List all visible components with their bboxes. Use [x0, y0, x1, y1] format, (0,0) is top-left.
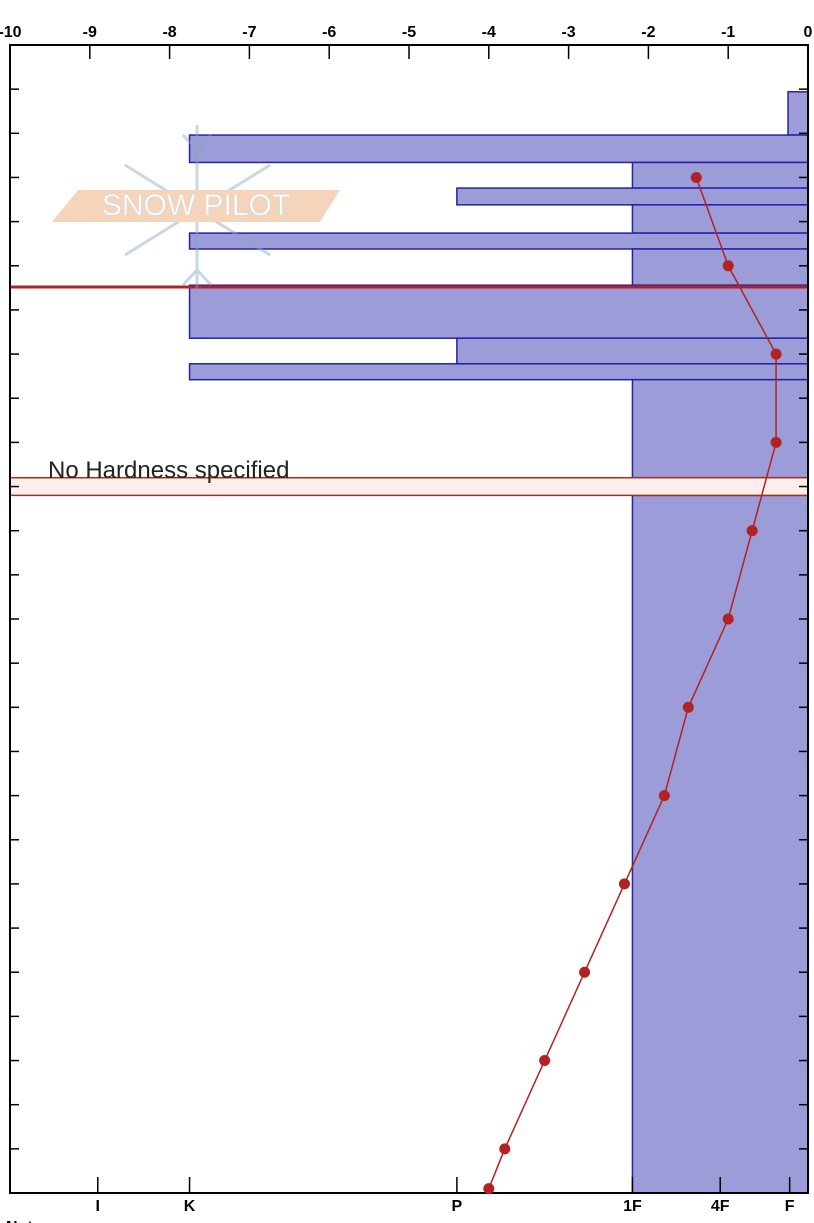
temperature-point [579, 966, 591, 978]
temperature-point [618, 878, 630, 890]
layer-bar [631, 161, 809, 189]
layer-bar [787, 91, 809, 136]
x-tick-label: -10 [0, 24, 22, 41]
temperature-point [722, 613, 734, 625]
temperature-point [746, 525, 758, 537]
temperature-point [483, 1183, 495, 1195]
layer-bar [631, 204, 809, 234]
hardness-tick-label: K [184, 1198, 196, 1215]
layer-bar [456, 337, 809, 365]
x-tick-label: -6 [322, 24, 336, 41]
x-tick-label: -3 [561, 24, 575, 41]
watermark-text: SNOW PILOT [102, 189, 290, 222]
hardness-tick-label: P [452, 1198, 463, 1215]
temperature-point [722, 260, 734, 272]
x-tick-label: -1 [721, 24, 735, 41]
footer-label: Not [6, 1219, 33, 1223]
hardness-tick-label: 1F [623, 1198, 642, 1215]
temperature-point [658, 790, 670, 802]
temperature-point [690, 171, 702, 183]
x-tick-label: -2 [641, 24, 655, 41]
logo-band [52, 190, 340, 222]
layer-bar [188, 134, 809, 164]
x-tick-label: -9 [83, 24, 97, 41]
layer-bar [631, 378, 809, 479]
temperature-point [682, 701, 694, 713]
watermark-logo: SNOW PILOT [52, 125, 340, 295]
layer-bar [188, 232, 809, 250]
hardness-tick-label: F [785, 1198, 795, 1215]
layer-bar [631, 494, 809, 1194]
layer-bar [188, 284, 809, 339]
temperature-point [499, 1143, 511, 1155]
layer-bar [188, 363, 809, 381]
layer-bar [456, 187, 809, 206]
hardness-tick-label: I [96, 1198, 100, 1215]
x-tick-label: -8 [162, 24, 176, 41]
temperature-point [539, 1055, 551, 1067]
snowflake [124, 125, 271, 295]
x-tick-label: -5 [402, 24, 416, 41]
x-tick-label: 0 [804, 24, 813, 41]
temperature-point [770, 348, 782, 360]
temperature-point [770, 436, 782, 448]
layer-bar [631, 248, 809, 286]
x-tick-label: -7 [242, 24, 256, 41]
x-tick-label: -4 [482, 24, 496, 41]
hardness-tick-label: 4F [711, 1198, 730, 1215]
no-hardness-label: No Hardness specified [48, 457, 289, 484]
